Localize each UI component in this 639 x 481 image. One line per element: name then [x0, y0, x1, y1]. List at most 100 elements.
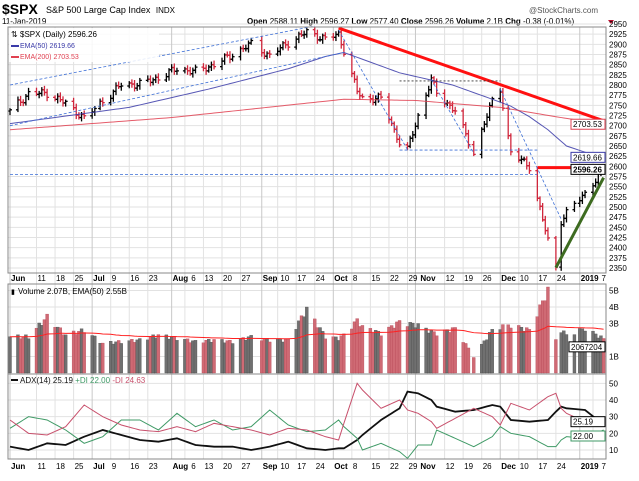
volume-bar: [564, 334, 569, 374]
ohlc-bar: [220, 57, 224, 71]
ohlc-bar: [538, 196, 542, 211]
ohlc-bar: [119, 82, 124, 91]
ohlc-bar: [506, 105, 511, 140]
volume-bar: [434, 335, 439, 374]
ohlc-bar: [209, 61, 214, 71]
ohlc-bar: [230, 53, 235, 62]
ohlc-bar: [312, 26, 317, 37]
plus-di-value-tag-box: [570, 430, 606, 442]
ema200-value-tag: 2703.53: [570, 118, 606, 130]
ohlc-bar: [267, 50, 272, 58]
ohlc-bar: [360, 93, 365, 99]
ohlc-bar: [135, 82, 140, 91]
volume-bar: [453, 327, 457, 374]
date-tick-label: 11: [38, 462, 47, 471]
svg-text:Open 2588.11 High 2596.27 Low: Open 2588.11 High 2596.27 Low 2577.40 Cl…: [247, 17, 575, 26]
price-tick-label: 2375: [609, 254, 627, 263]
ohlc-bar: [182, 66, 187, 74]
price-tick-label: 2625: [609, 152, 627, 161]
date-tick-label: 23: [149, 274, 158, 283]
date-tick-label: 27: [242, 274, 251, 283]
svg-text:ADX(14) 25.19 +DI 22.00 -DI 24: ADX(14) 25.19 +DI 22.00 -DI 24.63: [20, 376, 146, 385]
date-tick-label: 10: [280, 462, 289, 471]
ohlc-bar: [323, 32, 328, 40]
price-tick-label: 2425: [609, 234, 627, 243]
adx-value-tag-box: [570, 416, 606, 428]
adx-tick-label: 40: [609, 396, 618, 405]
volume-bar: [490, 329, 494, 374]
chart-date: 11-Jan-2019: [2, 17, 47, 26]
price-tick-label: 2750: [609, 101, 627, 110]
ohlc-bar: [339, 28, 344, 49]
volume-bar: [342, 333, 346, 374]
volume-bar: [472, 357, 476, 374]
index-name: S&P 500 Large Cap Index: [46, 5, 151, 15]
volume-tick-label: 5B: [609, 287, 619, 296]
ohlc-bar: [98, 98, 103, 111]
date-tick-label: 27: [242, 462, 251, 471]
volume-bar: [249, 335, 253, 374]
candle-icon: ⇅: [11, 30, 18, 39]
ohlc-bar: [572, 200, 577, 212]
adx-tick-label: 10: [609, 446, 618, 455]
date-tick-label: Jul: [93, 462, 105, 471]
volume-bar: [82, 332, 86, 374]
ohlc-bar: [8, 108, 12, 116]
date-tick-label: 13: [204, 274, 213, 283]
date-tick-label: 8: [353, 462, 358, 471]
ohlc-bar: [490, 96, 495, 108]
volume-bar: [286, 338, 290, 374]
plus_di-line: [9, 409, 604, 460]
volume-bar: [119, 343, 123, 374]
trendline-dash: [9, 25, 315, 86]
date-tick-label: Oct: [334, 462, 348, 471]
date-tick-label: 19: [464, 274, 473, 283]
close-value-tag-box: [570, 163, 606, 175]
ohlc-bar: [336, 30, 341, 37]
date-tick-label: 15: [371, 274, 380, 283]
date-tick-label: 2019: [581, 274, 599, 283]
ohlc-bar: [193, 64, 198, 74]
date-tick-label: 18: [56, 462, 65, 471]
volume-bar: [138, 338, 142, 374]
volume-bar: [193, 340, 198, 374]
date-tick-label: 9: [112, 274, 117, 283]
ema200-line: [9, 98, 604, 131]
ohlc-bar: [227, 51, 232, 64]
date-tick-label: 6: [191, 274, 196, 283]
date-tick-label: Jul: [93, 274, 105, 283]
date-tick-label: 20: [223, 462, 232, 471]
price-panel: [7, 26, 607, 274]
price-tick-label: 2700: [609, 122, 627, 131]
ohlc-bar: [410, 130, 415, 143]
volume-value-tag-text: 2067204: [571, 343, 603, 352]
ohlc-bar: [90, 108, 95, 119]
price-tick-label: 2850: [609, 61, 627, 70]
adx-panel: [7, 373, 607, 460]
ohlc-bar: [482, 120, 487, 133]
date-tick-label: 22: [390, 274, 399, 283]
svg-text:Volume 2.07B, EMA(50) 2.55B: Volume 2.07B, EMA(50) 2.55B: [18, 287, 127, 296]
ohlc-bar: [42, 85, 47, 96]
svg-text:EMA(200) 2703.53: EMA(200) 2703.53: [20, 54, 79, 61]
price-tick-label: 2650: [609, 142, 627, 151]
close-value-tag-text: 2596.26: [573, 165, 602, 174]
adx-tick-label: 30: [609, 413, 618, 422]
ohlc-bar: [169, 64, 174, 73]
date-tick-label: Jun: [11, 274, 25, 283]
ohlc-bar: [524, 156, 529, 170]
date-tick-label: 24: [557, 462, 566, 471]
trendline-dash: [9, 52, 344, 127]
ohlc-bar: [543, 215, 548, 235]
date-tick-label: 19: [464, 462, 473, 471]
date-tick-label: 25: [75, 462, 84, 471]
date-tick-label: 10: [280, 274, 289, 283]
date-tick-label: 17: [538, 462, 547, 471]
ohlc-bar: [37, 90, 42, 99]
ohlc-bar: [379, 90, 383, 100]
price-tick-label: 2600: [609, 162, 627, 171]
ohlc-bar: [527, 161, 532, 174]
ohlc-bar: [479, 127, 484, 159]
trendline-trend_green: [554, 177, 605, 269]
ohlc-bar: [540, 202, 545, 222]
